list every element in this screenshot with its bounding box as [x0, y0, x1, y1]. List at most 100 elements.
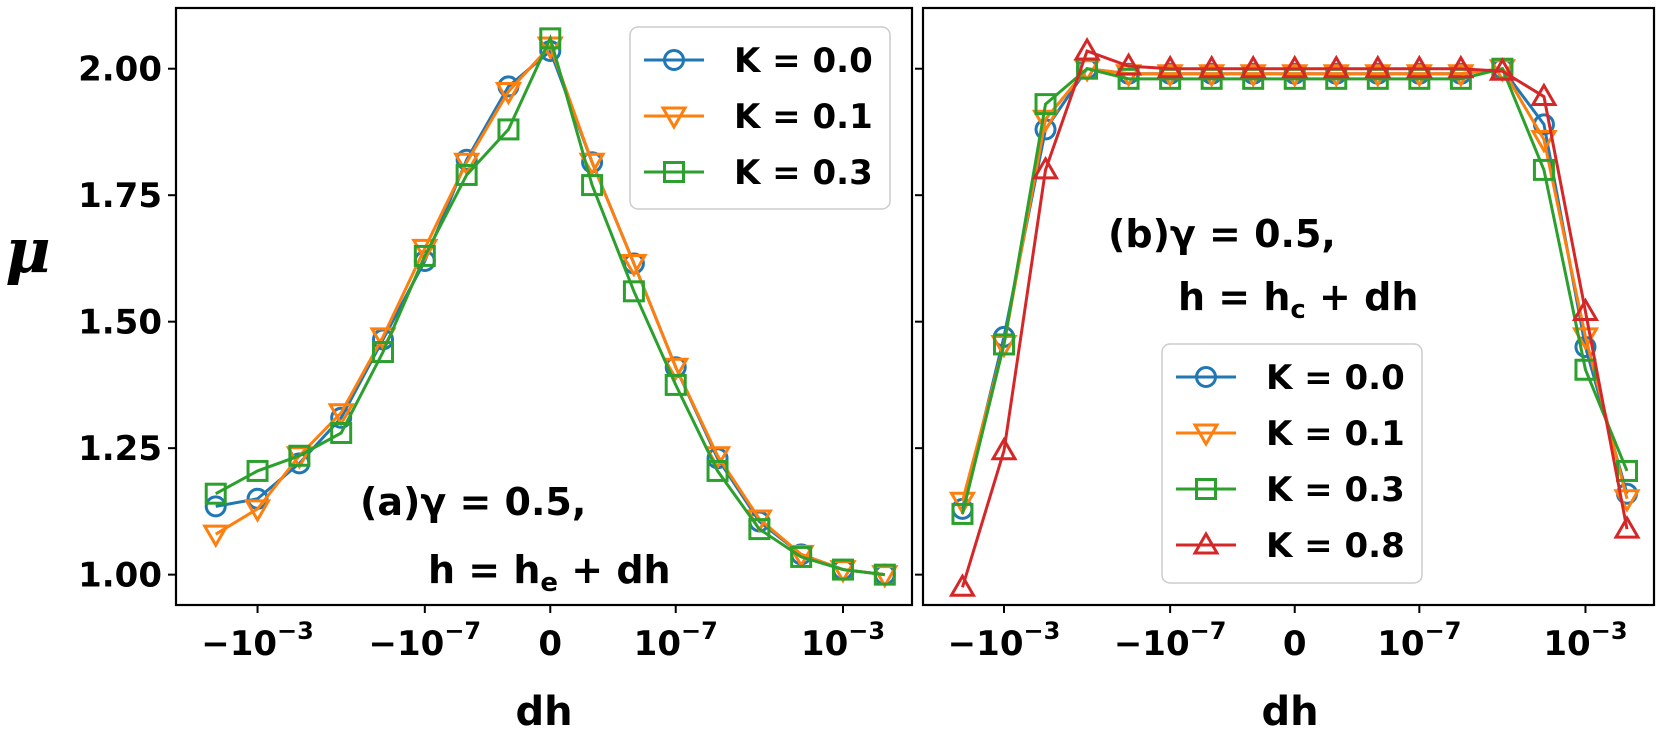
legend-marker: [1192, 423, 1220, 447]
data-point: [1031, 155, 1060, 180]
panel-b-annotation-h-sub: c: [1290, 295, 1305, 325]
data-point: [1574, 358, 1597, 381]
x-tick-label-exponent: −7: [444, 617, 481, 645]
series-0.3: [204, 27, 896, 586]
data-point: [204, 495, 227, 518]
panel-b-annotation-h-main: h = h: [1178, 275, 1290, 319]
data-point: [1073, 37, 1101, 61]
x-tick-label: −10−7: [369, 617, 482, 664]
x-tick-label-exponent: −7: [1425, 617, 1462, 645]
x-tick-label-exponent: −3: [1023, 617, 1060, 645]
panel-b-annotation-h: h = hc + dh: [1178, 275, 1418, 325]
data-point: [1447, 54, 1475, 79]
x-tick-label: 0: [1283, 624, 1307, 664]
data-point: [327, 403, 355, 427]
legend-marker: [1195, 478, 1217, 500]
data-point: [790, 545, 813, 568]
x-tick-label-base: 10: [634, 624, 681, 664]
data-point: [1281, 54, 1309, 79]
data-point: [1198, 54, 1226, 79]
x-tick-label-exponent: −3: [277, 617, 314, 645]
legend-label: K = 0.0: [734, 41, 873, 81]
data-point: [832, 558, 854, 581]
x-tick-label-base: 10: [1377, 624, 1424, 664]
data-point: [581, 174, 604, 197]
data-point: [411, 238, 439, 263]
legend-marker: [663, 49, 685, 71]
data-point: [1616, 459, 1639, 482]
x-tick-label-exponent: −7: [681, 617, 718, 645]
x-tick-label-base: −10: [201, 624, 277, 664]
series-0.3: [951, 57, 1639, 525]
panel-b-frame: [921, 6, 1656, 607]
data-point: [202, 524, 230, 549]
panel-a-x-axis-label: dh: [515, 689, 572, 735]
data-point: [990, 436, 1018, 461]
series-line: [215, 34, 885, 577]
panel-a-annotation-h-main: h = h: [428, 548, 540, 592]
legend-label: K = 0.0: [1266, 358, 1405, 398]
data-point: [494, 81, 523, 106]
panel-b-legend: K = 0.0 K = 0.1 K = 0.3 K = 0.8: [1161, 343, 1423, 584]
data-point: [1532, 158, 1555, 181]
data-point: [455, 163, 478, 186]
series-line: [961, 67, 1629, 502]
series-line: [214, 43, 885, 577]
y-tick-label: 1.50: [78, 303, 162, 343]
x-tick-label-base: 0: [1283, 624, 1307, 664]
data-point: [1034, 93, 1057, 116]
data-point: [664, 373, 687, 396]
x-tick-label: 10−7: [1377, 617, 1461, 664]
x-tick-label: −10−7: [1114, 617, 1227, 664]
panel-a: 1.001.251.501.752.00 −10−3 −10−7 0 10−7 10−3…: [78, 6, 914, 735]
data-point: [330, 421, 353, 444]
data-point: [1488, 57, 1517, 81]
panel-b-x-ticks: −10−3 −10−7 0 10−7 10−3: [948, 605, 1628, 664]
data-point: [1405, 54, 1433, 79]
x-tick-label: −10−3: [201, 617, 314, 664]
x-tick-label-exponent: −3: [848, 617, 885, 645]
data-point: [243, 499, 272, 523]
x-tick-label: 10−3: [1543, 617, 1627, 664]
panel-b-series: [948, 37, 1641, 597]
data-point: [1114, 52, 1143, 76]
legend-label: K = 0.3: [734, 153, 873, 193]
data-point: [748, 518, 771, 541]
y-tick-label: 2.00: [78, 50, 162, 90]
data-point: [1156, 54, 1184, 79]
panel-b-annotation-h-rest: + dh: [1306, 275, 1419, 319]
data-point: [948, 491, 977, 516]
panel-a-x-ticks: −10−3 −10−7 0 10−7 10−3: [201, 605, 885, 664]
legend-label: K = 0.1: [1266, 414, 1405, 454]
legend-entry: K = 0.0: [644, 41, 873, 81]
y-axis-label: μ: [5, 214, 50, 287]
x-tick-label-base: −10: [948, 624, 1024, 664]
data-point: [497, 118, 520, 141]
x-tick-label: 0: [538, 624, 562, 664]
legend-marker: [660, 106, 688, 130]
legend-entry: K = 0.3: [644, 153, 873, 193]
panel-a-annotation-h-sub: e: [540, 568, 558, 598]
data-point: [413, 244, 436, 267]
data-point: [706, 459, 729, 482]
panel-a-y-ticks: 1.00 1.25 1.50 1.75 2.00: [78, 50, 176, 596]
y-tick-label: 1.75: [78, 176, 162, 216]
x-tick-label: −10−3: [948, 617, 1061, 664]
data-point: [1530, 130, 1558, 154]
legend-label: K = 0.3: [1266, 470, 1405, 510]
legend-marker: [1192, 531, 1220, 555]
legend-entry: K = 0.1: [644, 97, 873, 137]
data-point: [1117, 67, 1140, 90]
series-line: [961, 66, 1629, 515]
data-point: [1322, 54, 1350, 79]
data-point: [620, 253, 648, 278]
data-point: [1239, 54, 1267, 79]
x-tick-label: 10−7: [634, 617, 718, 664]
legend-box: [629, 26, 891, 210]
data-point: [1364, 54, 1392, 79]
panel-b-y-ticks: [915, 67, 923, 576]
data-point: [622, 280, 645, 303]
x-tick-label-base: 0: [538, 624, 562, 664]
x-tick-label-base: −10: [1114, 624, 1190, 664]
